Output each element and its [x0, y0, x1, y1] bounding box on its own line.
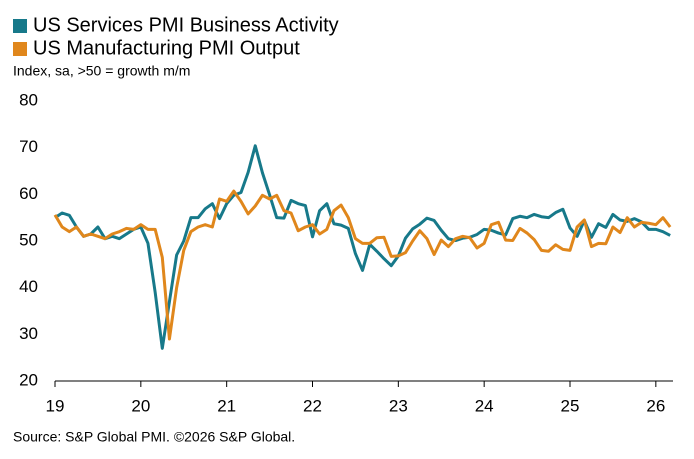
x-tick-label: 25 [561, 396, 580, 415]
x-tick-label: 24 [475, 396, 494, 415]
legend-swatch [13, 42, 27, 56]
y-tick-label: 70 [19, 137, 38, 156]
y-tick-label: 80 [19, 90, 38, 109]
y-tick-label: 20 [19, 370, 38, 389]
y-tick-label: 40 [19, 277, 38, 296]
legend-label: US Services PMI Business Activity [33, 14, 339, 36]
legend-swatch [13, 19, 27, 33]
x-tick-label: 26 [646, 396, 665, 415]
y-tick-label: 50 [19, 230, 38, 249]
y-tick-label: 60 [19, 184, 38, 203]
x-tick-label: 23 [389, 396, 408, 415]
x-tick-label: 21 [217, 396, 236, 415]
source: Source: S&P Global PMI. ©2026 S&P Global… [13, 429, 295, 445]
x-tick-label: 22 [303, 396, 322, 415]
x-tick-label: 20 [131, 396, 150, 415]
series-line [53, 189, 672, 341]
subtitle: Index, sa, >50 = growth m/m [13, 63, 190, 79]
y-tick-label: 30 [19, 324, 38, 343]
legend-label: US Manufacturing PMI Output [33, 37, 300, 59]
x-tick-label: 19 [46, 396, 65, 415]
series-line [54, 144, 671, 350]
